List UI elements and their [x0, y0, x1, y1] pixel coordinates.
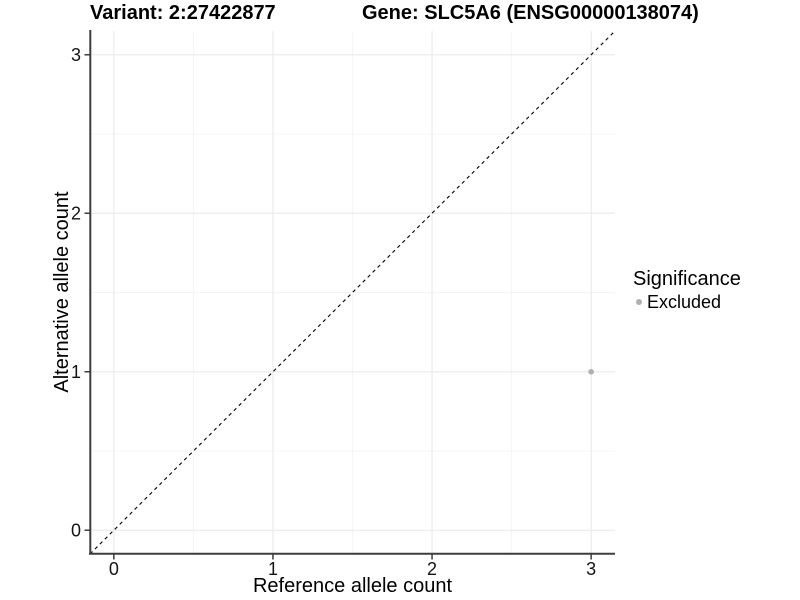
excluded-dot-icon	[635, 299, 642, 305]
y-axis-title: Alternative allele count	[51, 191, 73, 393]
x-tick-label: 1	[268, 559, 278, 579]
legend-item-label: Excluded	[647, 292, 722, 312]
legend-item-excluded: Excluded	[631, 293, 741, 311]
data-point	[588, 368, 594, 375]
y-tick-label: 1	[71, 362, 81, 382]
y-tick-label: 3	[71, 45, 81, 65]
legend-key	[631, 299, 646, 305]
legend: Significance Excluded	[631, 267, 741, 311]
x-tick-label: 2	[427, 559, 437, 579]
y-tick-label: 0	[71, 521, 81, 541]
plot-title-gene: Gene: SLC5A6 (ENSG00000138074)	[362, 2, 699, 24]
y-tick-label: 2	[71, 204, 81, 224]
legend-title: Significance	[633, 268, 741, 290]
x-tick-label: 0	[109, 559, 119, 579]
x-axis-title: Reference allele count	[252, 575, 452, 597]
x-tick-label: 3	[586, 559, 596, 579]
identity-dashed-line	[89, 30, 616, 555]
plot-title-variant: Variant: 2:27422877	[90, 2, 276, 24]
